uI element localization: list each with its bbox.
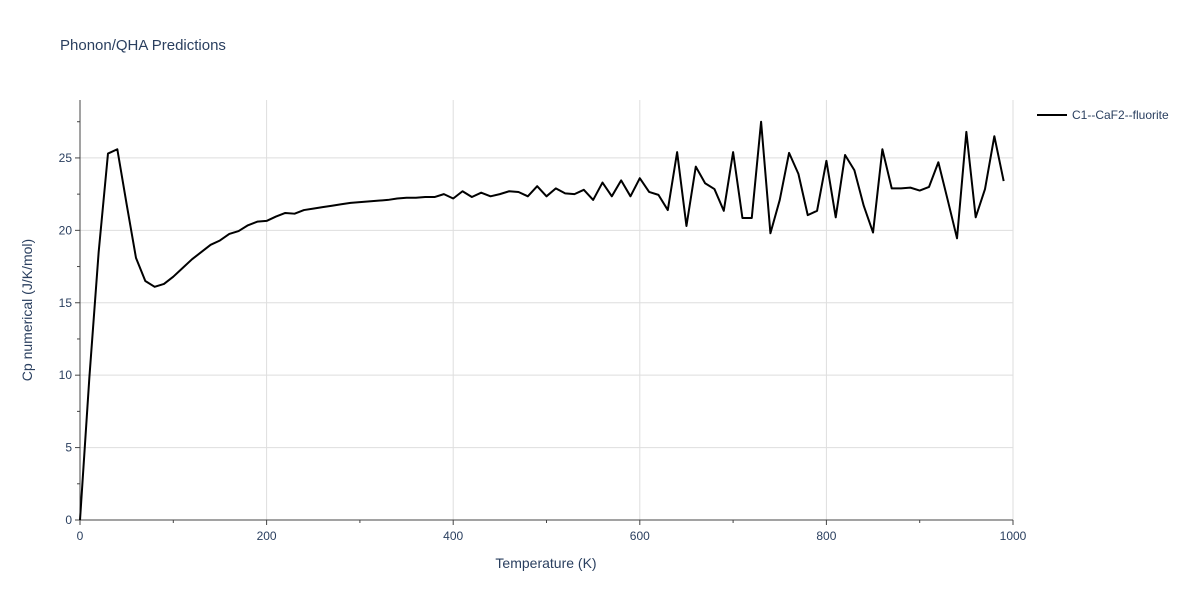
x-tick-label: 1000 xyxy=(1000,529,1027,543)
x-tick-label: 600 xyxy=(630,529,650,543)
grid xyxy=(80,100,1014,520)
y-tick-label: 15 xyxy=(59,296,73,310)
y-tick-label: 25 xyxy=(59,151,73,165)
x-tick-label: 800 xyxy=(816,529,836,543)
x-axis-title: Temperature (K) xyxy=(495,555,596,571)
series-layer xyxy=(79,120,1005,521)
x-tick-label: 400 xyxy=(443,529,463,543)
y-tick-label: 5 xyxy=(65,441,72,455)
y-tick-label: 20 xyxy=(59,223,73,237)
x-tick-label: 200 xyxy=(257,529,277,543)
axes xyxy=(75,100,1014,525)
tick-labels: 0 200 400 600 800 1000 0 5 10 15 20 25 xyxy=(59,151,1027,543)
y-tick-label: 10 xyxy=(59,368,73,382)
legend-label: C1--CaF2--fluorite xyxy=(1072,108,1169,122)
series-line-0 xyxy=(79,120,1005,521)
chart-title: Phonon/QHA Predictions xyxy=(60,37,226,54)
y-axis-title: Cp numerical (J/K/mol) xyxy=(19,239,35,381)
x-tick-label: 0 xyxy=(77,529,84,543)
legend[interactable]: C1--CaF2--fluorite xyxy=(1037,108,1169,122)
y-tick-label: 0 xyxy=(65,513,72,527)
